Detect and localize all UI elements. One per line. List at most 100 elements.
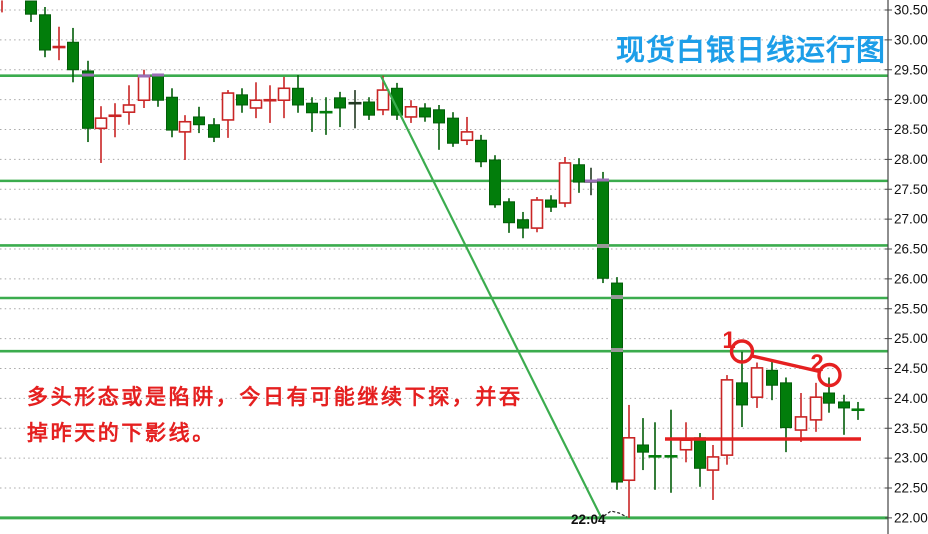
candle-body-up — [94, 117, 108, 130]
candle-body-down — [597, 179, 609, 279]
candle-body-down — [391, 87, 403, 116]
purple-cross-tick — [152, 73, 164, 77]
y-axis-label: 30.00 — [894, 32, 928, 47]
candle-body-down — [82, 70, 94, 129]
candle-body-down — [637, 444, 649, 453]
doji-dash — [108, 114, 122, 118]
y-axis-label: 24.00 — [894, 391, 928, 406]
candle-body-down — [292, 87, 304, 106]
y-axis-label: 28.00 — [894, 152, 928, 167]
candle-body-down — [166, 96, 178, 131]
marker-number-1: 1 — [722, 327, 735, 354]
gray-cross-tick — [597, 244, 609, 248]
y-axis-label: 25.50 — [894, 301, 928, 316]
purple-cross-tick — [585, 179, 597, 183]
candle-body-up — [720, 379, 734, 456]
candle-body-up — [622, 437, 636, 482]
candle-body-up — [404, 105, 418, 118]
y-axis-label: 28.50 — [894, 122, 928, 137]
doji-dash — [348, 101, 362, 105]
chart-title: 现货白银日线运行图 — [615, 35, 886, 67]
candle-body-down — [780, 382, 792, 429]
analyst-annotation: 多头形态或是陷阱，今日有可能继续下探，并吞 掉昨天的下影线。 — [27, 380, 523, 452]
candle-body-down — [823, 392, 835, 404]
squiggle-mark — [603, 510, 628, 518]
gray-cross-tick — [611, 348, 623, 352]
candle-body-up — [460, 131, 474, 142]
gray-cross-tick — [611, 295, 623, 299]
doji-dash — [648, 455, 662, 458]
doji-dash — [263, 98, 277, 102]
candle-body-down — [67, 41, 79, 71]
candle-body-down — [208, 124, 220, 138]
marker-circle-1 — [729, 339, 755, 364]
candle-body-up — [178, 120, 192, 133]
candle-body-down — [611, 282, 623, 483]
y-axis-label: 26.50 — [894, 242, 928, 257]
y-axis-label: 29.00 — [894, 92, 928, 107]
y-axis-label: 24.50 — [894, 361, 928, 376]
candle-body-down — [152, 74, 164, 101]
candle-body-down — [736, 382, 748, 406]
candle-body-down — [489, 159, 501, 206]
candle-body-down — [545, 199, 557, 208]
candle-body-up — [137, 74, 151, 102]
candle-body-up — [750, 367, 764, 398]
candle-body-up — [679, 439, 693, 451]
y-axis-label: 27.00 — [894, 212, 928, 227]
time-label: 22:04 — [571, 512, 606, 527]
marker-circle-2 — [817, 362, 842, 388]
doji-dash — [52, 45, 66, 49]
candle-body-up — [277, 87, 291, 102]
y-axis-label: 22.50 — [894, 481, 928, 496]
candle-body-down — [475, 139, 487, 163]
trendline — [380, 75, 602, 518]
y-axis-label: 27.50 — [894, 182, 928, 197]
candle-body-up — [376, 89, 390, 111]
candle-body-down — [838, 401, 850, 409]
candle-body-down — [236, 94, 248, 106]
candle-body-down — [433, 109, 445, 124]
candle-body-up — [706, 456, 720, 471]
candle-body-down — [39, 14, 51, 51]
doji-dash — [664, 455, 678, 458]
y-axis-label: 25.00 — [894, 331, 928, 346]
annotation-line-1: 多头形态或是陷阱，今日有可能继续下探，并吞 — [27, 386, 523, 409]
candle-body-down — [25, 0, 37, 15]
y-axis-label: 22.00 — [894, 510, 928, 525]
red-horizontal-line — [665, 437, 861, 441]
candle-body-up — [809, 396, 823, 421]
candle-body-up — [122, 104, 136, 113]
candle-body-up — [221, 92, 235, 121]
candle-body-down — [447, 117, 459, 144]
y-axis-label: 26.00 — [894, 271, 928, 286]
candle-body-down — [306, 102, 318, 114]
y-axis-label: 23.50 — [894, 421, 928, 436]
doji-dash — [851, 408, 865, 412]
y-axis-label: 23.00 — [894, 451, 928, 466]
annotation-line-2: 掉昨天的下影线。 — [27, 422, 216, 445]
y-axis-label: 29.50 — [894, 62, 928, 77]
candle-body-up — [249, 99, 263, 109]
candle-body-down — [766, 369, 778, 386]
candle-body-down — [503, 201, 515, 224]
candle-body-down — [363, 101, 375, 116]
candle-body-up — [794, 416, 808, 431]
candle-body-down — [419, 107, 431, 118]
purple-cross-tick — [82, 73, 94, 77]
candle-body-down — [694, 437, 706, 469]
candle-body-down — [193, 116, 205, 126]
purple-cross-tick — [597, 178, 609, 182]
candle-body-down — [517, 219, 529, 229]
doji-dash — [319, 110, 333, 114]
marker-connector-line — [751, 354, 820, 374]
candle-body-up — [558, 162, 572, 204]
candle-body-up — [530, 199, 544, 229]
candle-body-down — [573, 164, 585, 183]
y-axis-label: 30.50 — [894, 3, 928, 18]
candle-body-down — [334, 97, 346, 109]
marker-number-2: 2 — [810, 350, 823, 377]
purple-cross-tick — [138, 74, 150, 78]
